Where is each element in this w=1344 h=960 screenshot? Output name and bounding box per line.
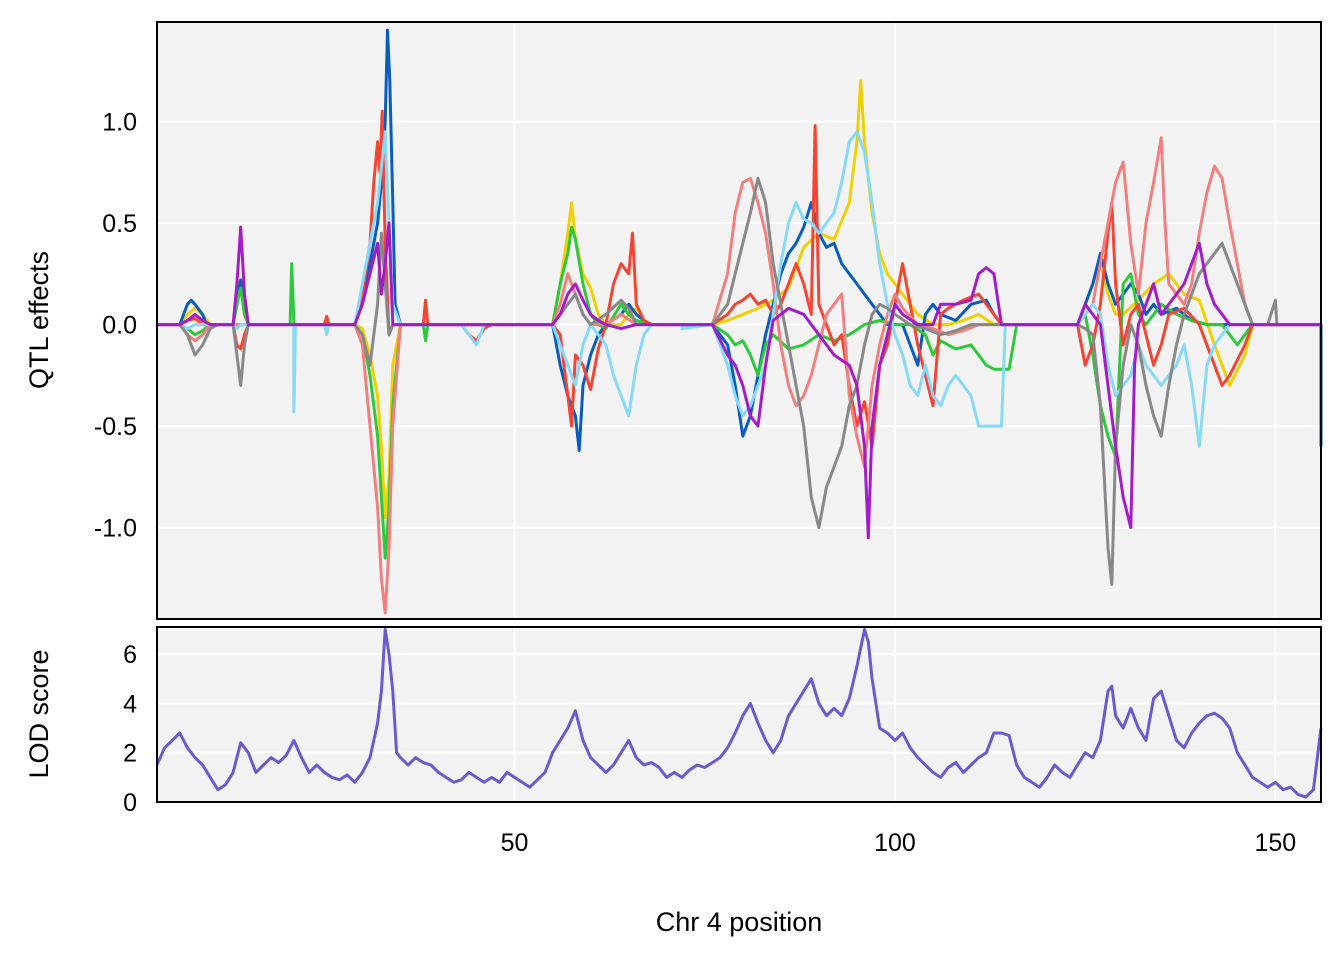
bottom-series-line-0 xyxy=(155,628,1323,799)
top-y-tick-label: 0.0 xyxy=(102,312,137,340)
top-series-line-5 xyxy=(157,130,1321,448)
bottom-y-tick-label: 2 xyxy=(123,740,137,768)
x-tick-label: 150 xyxy=(1254,829,1296,857)
bottom-panel-y-tick-labels: 0 2 4 6 xyxy=(123,641,137,817)
top-panel-y-axis-title: QTL effects xyxy=(24,251,54,389)
top-y-tick-label: -1.0 xyxy=(94,515,137,543)
bottom-panel-border xyxy=(156,626,1322,803)
bottom-panel: 0 2 4 6 50 100 150 LOD score Chr 4 position xyxy=(24,626,1323,937)
bottom-y-tick-label: 4 xyxy=(123,690,137,718)
top-panel-series xyxy=(157,28,1323,615)
top-series-line-6 xyxy=(157,176,1321,586)
top-series-line-3 xyxy=(157,109,1321,448)
top-series-line-7 xyxy=(157,221,1321,540)
top-series-line-4 xyxy=(157,136,1321,615)
bottom-y-tick-label: 0 xyxy=(123,789,137,817)
top-panel-border xyxy=(156,21,1322,620)
top-panel-background xyxy=(157,22,1321,619)
x-tick-label: 50 xyxy=(501,829,529,857)
x-axis-title: Chr 4 position xyxy=(656,907,823,937)
top-y-tick-label: -0.5 xyxy=(94,413,137,441)
x-tick-labels: 50 100 150 xyxy=(501,829,1297,857)
bottom-panel-y-axis-title: LOD score xyxy=(24,649,54,778)
top-panel-y-tick-labels: -1.0 -0.5 0.0 0.5 1.0 xyxy=(94,109,137,543)
x-tick-label: 100 xyxy=(874,829,916,857)
top-y-tick-label: 1.0 xyxy=(102,109,137,137)
top-panel: -1.0 -0.5 0.0 0.5 1.0 QTL effects xyxy=(24,21,1323,620)
bottom-panel-series xyxy=(155,628,1323,799)
top-y-tick-label: 0.5 xyxy=(102,210,137,238)
bottom-y-tick-label: 6 xyxy=(123,641,137,669)
